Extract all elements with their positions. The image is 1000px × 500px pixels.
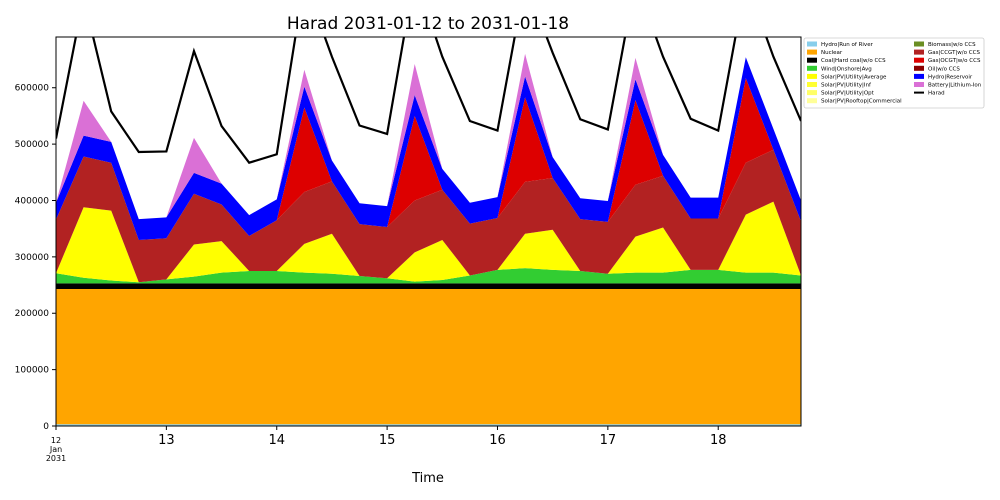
legend-swatch (807, 65, 817, 71)
legend-swatch (807, 57, 817, 63)
legend-label: Gas|OCGT|w/o CCS (928, 58, 981, 64)
y-tick-label: 400000 (15, 196, 50, 206)
x-axis-label: Time (411, 471, 444, 486)
demand-line-group (56, 37, 801, 164)
legend-label: Wind|Onshore|Avg (821, 66, 872, 72)
legend-swatch (807, 90, 817, 96)
x-tick-sublabel: 2031 (46, 454, 66, 463)
area-solar-pv-utility-average (56, 201, 801, 283)
legend: Hydro|Run of River Nuclear Coal|Hard coal|… (803, 37, 985, 109)
legend-item-hydro-run-of-river: Hydro|Run of River (807, 41, 874, 48)
area-wind-onshore-avg (56, 268, 801, 284)
x-tick-sublabel: Jan (49, 445, 62, 454)
legend-swatch (807, 98, 817, 104)
legend-item-solar-pv-utility-opt: Solar|PV|Utility|Opt (807, 90, 875, 97)
legend-label: Hydro|Reservoir (928, 74, 973, 80)
y-tick-label: 100000 (15, 366, 50, 376)
legend-swatch (914, 41, 924, 47)
legend-item-gas-ccgt-w-o-ccs: Gas|CCGT|w/o CCS (914, 49, 980, 56)
x-tick-label: 15 (379, 433, 396, 448)
plot-frame (55, 36, 802, 427)
y-tick-label: 600000 (15, 84, 50, 94)
x-tick-label: 13 (158, 433, 175, 448)
line-harad (56, 37, 801, 164)
x-tick-label: 14 (268, 433, 285, 448)
area-series-group (56, 53, 801, 426)
x-tick-label: 18 (710, 433, 727, 448)
legend-swatch (914, 82, 924, 87)
legend-label: Solar|PV|Utility|Opt (821, 91, 875, 97)
legend-swatch (807, 82, 817, 87)
legend-label: Harad (928, 91, 945, 97)
legend-swatch (914, 49, 924, 55)
legend-swatch (914, 65, 924, 71)
legend-item-nuclear: Nuclear (807, 49, 843, 56)
legend-label: Biomass|w/o CCS (928, 42, 976, 48)
legend-item-wind-onshore-avg: Wind|Onshore|Avg (807, 65, 872, 72)
legend-item-gas-ocgt-w-o-ccs: Gas|OCGT|w/o CCS (914, 57, 981, 64)
legend-box (803, 37, 985, 109)
area-nuclear (56, 289, 801, 425)
legend-swatch (807, 49, 817, 55)
legend-item-coal-hard-coal-w-o-ccs: Coal|Hard coal|w/o CCS (807, 57, 886, 64)
legend-item-oil-w-o-ccs: Oil|w/o CCS (914, 65, 960, 72)
chart-title: Harad 2031-01-12 to 2031-01-18 (287, 14, 569, 34)
y-tick-label: 500000 (15, 140, 50, 150)
x-tick-label: 12 (51, 436, 61, 445)
legend-item-solar-pv-rooftop-commercial: Solar|PV|Rooftop|Commercial (807, 98, 902, 105)
legend-label: Solar|PV|Utility|Inf (821, 83, 872, 89)
legend-label: Gas|CCGT|w/o CCS (928, 50, 980, 56)
legend-label: Coal|Hard coal|w/o CCS (821, 58, 886, 64)
legend-swatch (914, 57, 924, 63)
legend-label: Hydro|Run of River (821, 42, 874, 48)
x-tick-label: 17 (600, 433, 617, 448)
y-tick-label: 300000 (15, 253, 50, 263)
legend-item-biomass-w-o-ccs: Biomass|w/o CCS (914, 41, 976, 48)
legend-item-hydro-reservoir: Hydro|Reservoir (914, 73, 973, 80)
y-tick-label: 0 (43, 422, 49, 432)
legend-swatch (807, 73, 817, 79)
legend-swatch (807, 41, 817, 47)
area-gas-ocgt-w-o-ccs (56, 78, 801, 240)
legend-swatch (914, 73, 924, 79)
legend-label: Oil|w/o CCS (928, 66, 960, 72)
y-axis-ticks: 0 100000 200000 300000 400000 500000 600000 (15, 84, 56, 432)
legend-label: Solar|PV|Rooftop|Commercial (821, 99, 902, 105)
legend-item-solar-pv-utility-inf: Solar|PV|Utility|Inf (807, 82, 872, 89)
legend-item-solar-pv-utility-average: Solar|PV|Utility|Average (807, 73, 887, 80)
legend-label: Nuclear (821, 50, 843, 56)
legend-item-battery-lithium-ion: Battery|Lithium-Ion (914, 82, 982, 89)
legend-label: Battery|Lithium-Ion (928, 83, 982, 89)
x-tick-label: 16 (489, 433, 506, 448)
legend-label: Solar|PV|Utility|Average (821, 74, 887, 80)
legend-item-harad: Harad (914, 91, 945, 97)
area-hydro-reservoir (56, 57, 801, 240)
area-coal-hard-coal-w-o-ccs (56, 283, 801, 289)
area-gas-ccgt-w-o-ccs (56, 149, 801, 283)
y-tick-label: 200000 (15, 309, 50, 319)
